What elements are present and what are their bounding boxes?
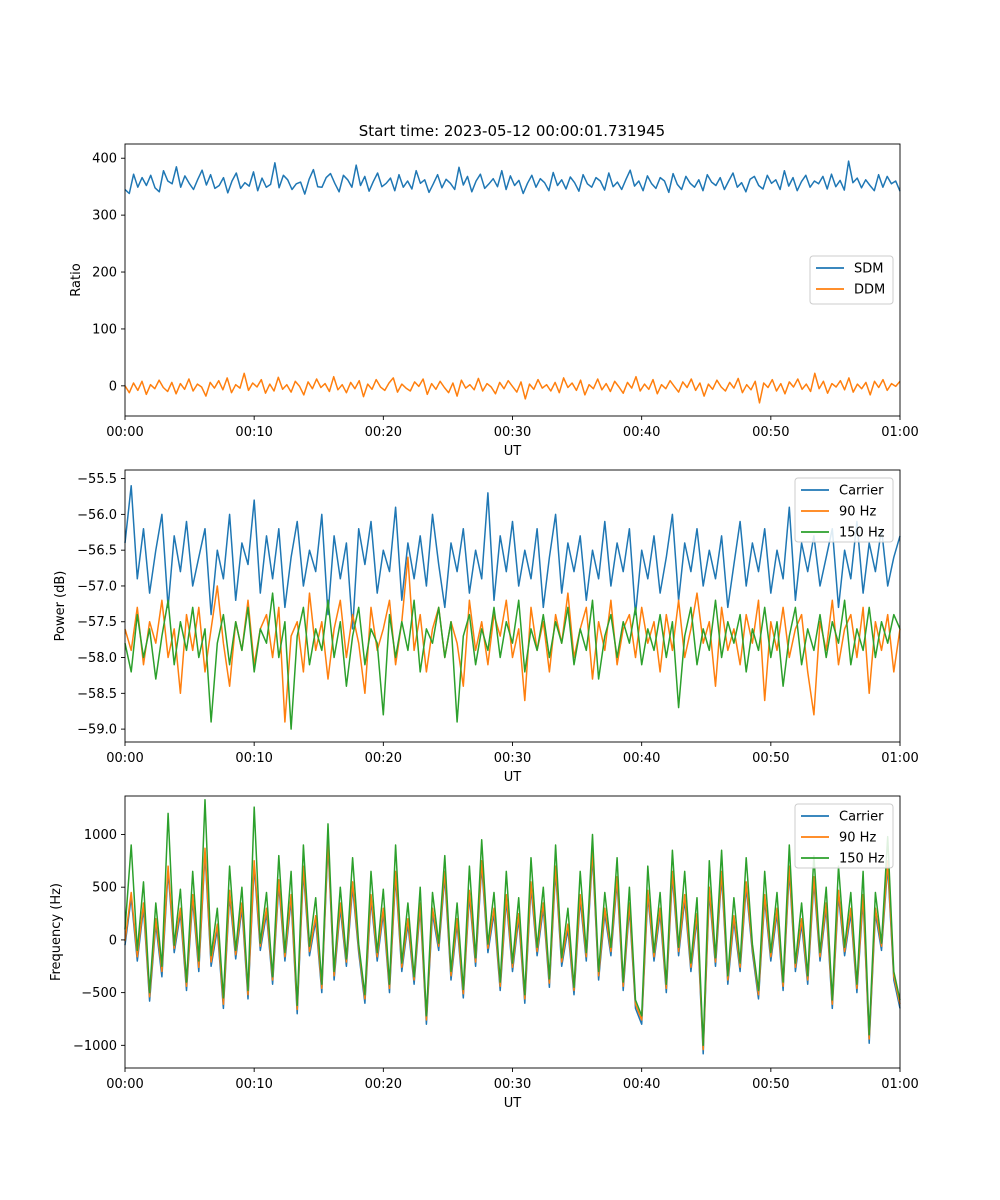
y-tick-label: 300 [92,209,117,224]
x-tick-label: 00:50 [752,751,789,766]
x-tick-label: 00:00 [106,425,143,440]
y-tick-label: 400 [92,152,117,167]
legend-label: 150 Hz [839,526,885,541]
x-tick-label: 00:50 [752,425,789,440]
y-tick-label: −500 [81,986,117,1001]
legend-label: DDM [854,283,885,298]
y-tick-label: −56.0 [77,508,117,523]
legend-label: 150 Hz [839,852,885,867]
x-tick-label: 01:00 [881,425,918,440]
series-line-150-hz [124,592,901,730]
x-tick-label: 00:00 [106,751,143,766]
legend-label: Carrier [839,484,884,499]
x-axis-label: UT [504,770,522,785]
y-tick-label: −55.5 [77,472,117,487]
series-line-sdm [124,160,901,195]
x-tick-label: 00:30 [494,425,531,440]
legend-label: 90 Hz [839,831,876,846]
legend-label: SDM [854,262,883,277]
x-tick-label: 00:20 [365,425,402,440]
legend: SDM DDM [809,255,894,305]
y-tick-label: −58.5 [77,687,117,702]
legend-label: Carrier [839,810,884,825]
y-tick-label: 0 [109,933,117,948]
x-tick-label: 00:20 [365,751,402,766]
x-tick-label: 00:10 [235,751,272,766]
y-tick-label: −1000 [73,1039,117,1054]
y-axis-label: Ratio [69,263,84,296]
y-axis-label: Power (dB) [53,571,68,642]
x-tick-label: 00:40 [623,751,660,766]
legend-box [794,477,894,543]
x-tick-label: 00:40 [623,1077,660,1092]
y-tick-label: −57.0 [77,579,117,594]
y-axis-label: Frequency (Hz) [49,883,64,981]
x-axis-label: UT [504,444,522,459]
x-tick-label: 00:10 [235,1077,272,1092]
y-tick-label: 100 [92,322,117,337]
series-line-90-hz [124,839,901,1051]
x-tick-label: 01:00 [881,751,918,766]
x-tick-label: 00:50 [752,1077,789,1092]
x-axis-label: UT [504,1096,522,1111]
chart-panel-2: 00:00 00:10 00:20 00:30 00:40 00:50 01:00 −55.5… [53,469,919,785]
legend-box [794,803,894,869]
y-tick-label: −56.5 [77,544,117,559]
series-line-150-hz [124,798,901,1047]
y-tick-label: 1000 [84,828,117,843]
y-tick-label: 500 [92,881,117,896]
x-tick-label: 00:00 [106,1077,143,1092]
series-line-carrier [124,484,901,630]
legend-label: 90 Hz [839,505,876,520]
x-tick-label: 00:30 [494,751,531,766]
x-tick-label: 00:10 [235,425,272,440]
chart-panel-3: 00:00 00:10 00:20 00:30 00:40 00:50 01:00 1000 5… [49,795,919,1111]
y-tick-label: 200 [92,266,117,281]
legend: Carrier 90 Hz 150 Hz [794,803,894,869]
figure-title: Start time: 2023-05-12 00:00:01.731945 [359,122,665,140]
x-tick-label: 01:00 [881,1077,918,1092]
y-tick-label: −59.0 [77,723,117,738]
y-tick-label: −58.0 [77,651,117,666]
chart-panel-1: 00:00 00:10 00:20 00:30 00:40 00:50 01:00 0 100 2… [69,143,919,459]
x-tick-label: 00:30 [494,1077,531,1092]
y-tick-label: −57.5 [77,615,117,630]
legend: Carrier 90 Hz 150 Hz [794,477,894,543]
x-tick-label: 00:40 [623,425,660,440]
series-line-ddm [124,372,901,404]
x-tick-label: 00:20 [365,1077,402,1092]
y-tick-label: 0 [109,379,117,394]
